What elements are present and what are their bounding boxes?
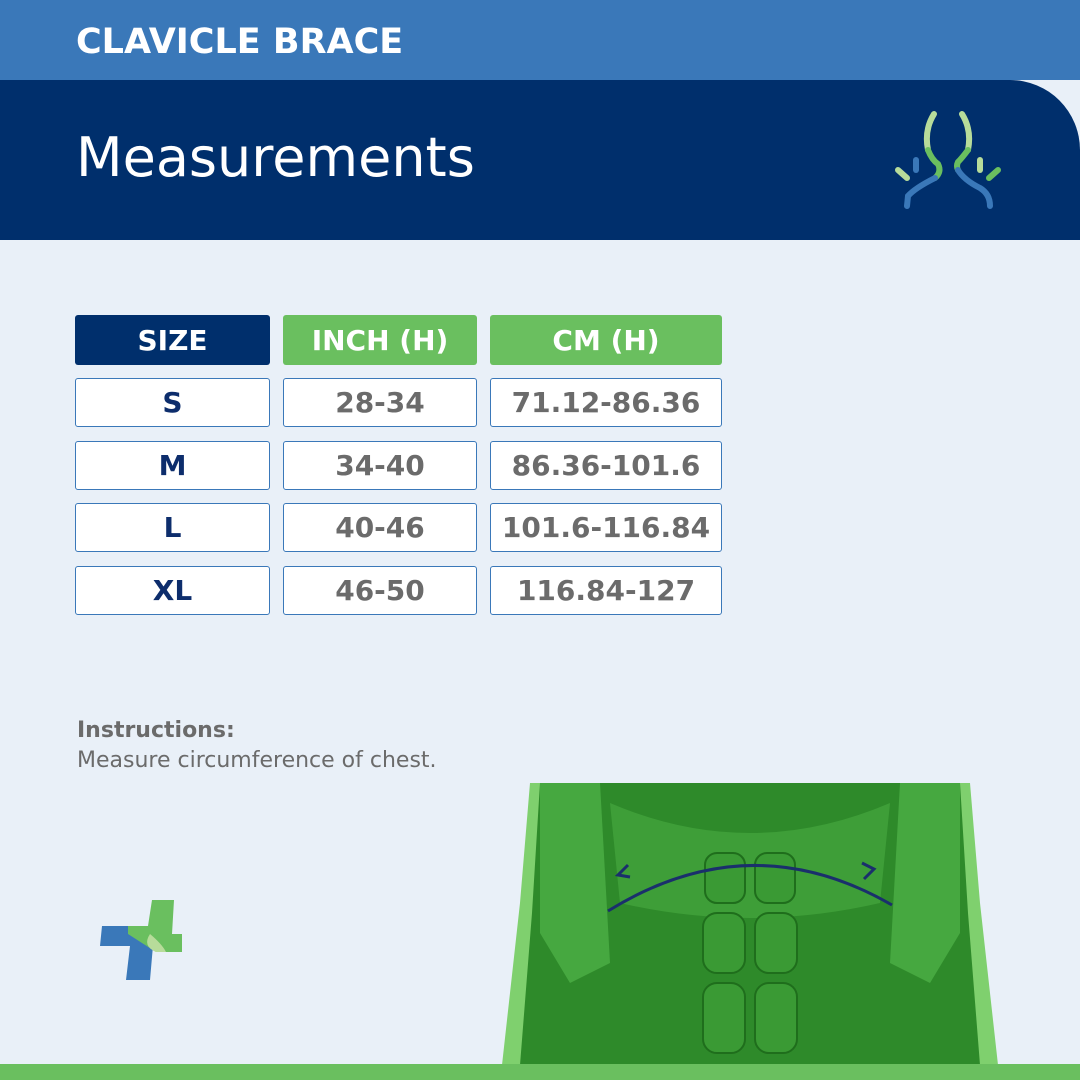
cm-cell: 86.36-101.6 [490, 441, 722, 490]
top-bar [0, 0, 1080, 80]
size-cell: M [75, 441, 270, 490]
instructions: Instructions: Measure circumference of c… [77, 716, 437, 776]
header-cm: CM (H) [490, 315, 722, 365]
inch-cell: 28-34 [283, 378, 477, 427]
title-band [0, 80, 1080, 240]
cm-cell: 101.6-116.84 [490, 503, 722, 552]
instructions-text: Measure circumference of chest. [77, 748, 437, 773]
size-cell: L [75, 503, 270, 552]
instructions-label: Instructions: [77, 718, 235, 743]
page-title: Measurements [76, 126, 475, 189]
cm-cell: 116.84-127 [490, 566, 722, 615]
size-cell: XL [75, 566, 270, 615]
inch-cell: 40-46 [283, 503, 477, 552]
brand-title: CLAVICLE BRACE [76, 22, 404, 62]
medical-cross-logo [100, 900, 182, 980]
bottom-bar [0, 1064, 1080, 1080]
size-cell: S [75, 378, 270, 427]
neck-shoulder-pain-icon [895, 111, 1001, 209]
header-size: SIZE [75, 315, 270, 365]
inch-cell: 46-50 [283, 566, 477, 615]
header-inch: INCH (H) [283, 315, 477, 365]
chest-muscles-illustration [502, 783, 998, 1065]
inch-cell: 34-40 [283, 441, 477, 490]
cm-cell: 71.12-86.36 [490, 378, 722, 427]
